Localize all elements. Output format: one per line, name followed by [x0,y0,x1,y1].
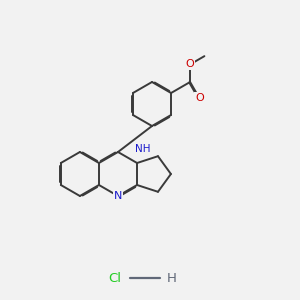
Text: NH: NH [134,143,150,154]
Text: N: N [114,191,122,201]
Text: O: O [186,59,194,69]
Text: H: H [167,272,177,284]
Text: Cl: Cl [109,272,122,284]
Text: O: O [195,93,204,103]
